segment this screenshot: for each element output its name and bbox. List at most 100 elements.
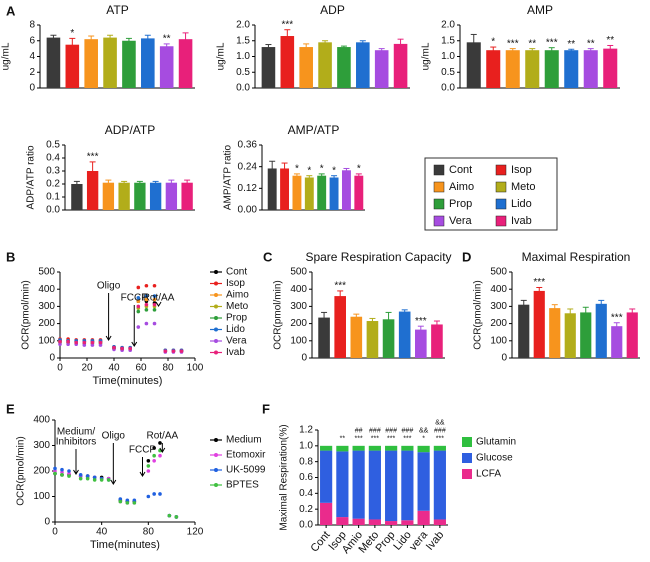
bar — [431, 324, 443, 358]
legend-label: Lido — [226, 324, 245, 335]
y-tick-label: 200 — [33, 466, 50, 477]
bar — [134, 182, 146, 210]
bar — [141, 38, 155, 88]
y-tick-label: 2.0 — [441, 20, 455, 31]
legend-marker — [214, 304, 218, 309]
bar — [350, 316, 363, 358]
annotation: Rot/AA — [143, 293, 175, 304]
arrow-head — [73, 469, 79, 475]
y-tick-label: 300 — [490, 301, 507, 312]
legend-label: Aimo — [226, 290, 249, 301]
bar — [334, 296, 346, 358]
x-tick-label: 100 — [187, 363, 204, 374]
point — [146, 464, 151, 468]
bar — [280, 36, 295, 88]
y-tick-label: 0.0 — [236, 83, 250, 94]
point — [125, 501, 130, 505]
point — [152, 302, 157, 307]
y-tick-label: 300 — [33, 440, 50, 451]
bar — [318, 317, 330, 358]
legend-swatch — [462, 437, 472, 447]
chart-title: ADP — [320, 3, 345, 17]
bar-segment — [352, 445, 365, 451]
bar — [178, 39, 193, 88]
legend-swatch — [495, 164, 507, 176]
point — [152, 294, 157, 298]
annotation: Oligo — [97, 281, 121, 292]
point — [144, 283, 149, 288]
legend-marker — [214, 281, 218, 286]
significance: ** — [163, 34, 171, 45]
point — [158, 453, 162, 458]
y-axis-label: ug/mL — [1, 42, 12, 70]
bar-segment — [320, 502, 333, 525]
y-tick-label: 0.12 — [238, 183, 258, 194]
bar-segment — [401, 445, 414, 451]
legend-swatch — [433, 215, 445, 227]
y-tick-label: 100 — [490, 335, 507, 346]
bar — [549, 308, 561, 358]
y-tick-label: 500 — [490, 267, 507, 278]
point — [152, 446, 156, 450]
y-axis-label: ADP/ATP ratio — [26, 145, 37, 210]
significance: *** — [507, 38, 519, 49]
point — [58, 342, 62, 347]
significance: *** — [546, 37, 558, 48]
y-axis-label: ug/mL — [421, 42, 432, 70]
bar — [393, 43, 408, 88]
y-tick-label: 1.5 — [441, 35, 455, 46]
legend-label: Isop — [226, 278, 245, 289]
x-tick-label: 0 — [52, 527, 58, 538]
y-tick-label: 200 — [290, 318, 307, 329]
annotation: Rot/AA — [146, 431, 178, 442]
point — [98, 343, 103, 347]
annotation: Oligo — [102, 431, 126, 442]
bar — [71, 184, 83, 210]
x-tick-label: 80 — [143, 527, 155, 538]
legend-marker — [214, 316, 218, 320]
point — [152, 459, 156, 463]
bar-segment — [336, 517, 349, 525]
point — [85, 474, 90, 478]
panel-letter: E — [6, 401, 15, 416]
y-tick-label: 4 — [29, 51, 35, 62]
significance: *** — [334, 281, 346, 292]
y-tick-label: 1.0 — [299, 440, 313, 451]
significance: *** — [387, 436, 395, 443]
legend-label: Vera — [449, 215, 473, 227]
y-tick-label: 400 — [290, 284, 307, 295]
point — [60, 473, 64, 477]
point — [67, 469, 71, 473]
bar — [337, 47, 351, 88]
point — [60, 470, 64, 475]
bar — [317, 175, 327, 210]
legend-label: Vera — [226, 336, 247, 347]
bar — [65, 44, 80, 88]
significance: *** — [415, 316, 427, 327]
point — [118, 499, 123, 504]
x-axis-label: Time(minutes) — [90, 539, 160, 551]
y-tick-label: 0 — [301, 353, 307, 364]
y-tick-label: 0.5 — [46, 140, 60, 151]
bar-segment — [352, 450, 365, 519]
point — [128, 346, 132, 351]
bar — [398, 311, 411, 358]
significance: ### — [402, 428, 414, 435]
legend-label: Cont — [449, 164, 472, 176]
y-tick-label: 0.4 — [299, 488, 313, 499]
bar — [84, 39, 98, 88]
bar — [583, 50, 598, 88]
bar — [486, 50, 501, 88]
bar — [626, 312, 638, 358]
point — [144, 294, 149, 298]
bar — [611, 326, 623, 358]
bar — [533, 290, 545, 358]
legend-swatch — [433, 198, 445, 210]
annotation: FCCP — [121, 293, 149, 304]
point — [158, 441, 162, 445]
bar-segment — [401, 450, 414, 521]
bar-segment — [368, 445, 381, 451]
point — [144, 297, 149, 302]
point — [85, 476, 90, 481]
point — [146, 459, 151, 463]
